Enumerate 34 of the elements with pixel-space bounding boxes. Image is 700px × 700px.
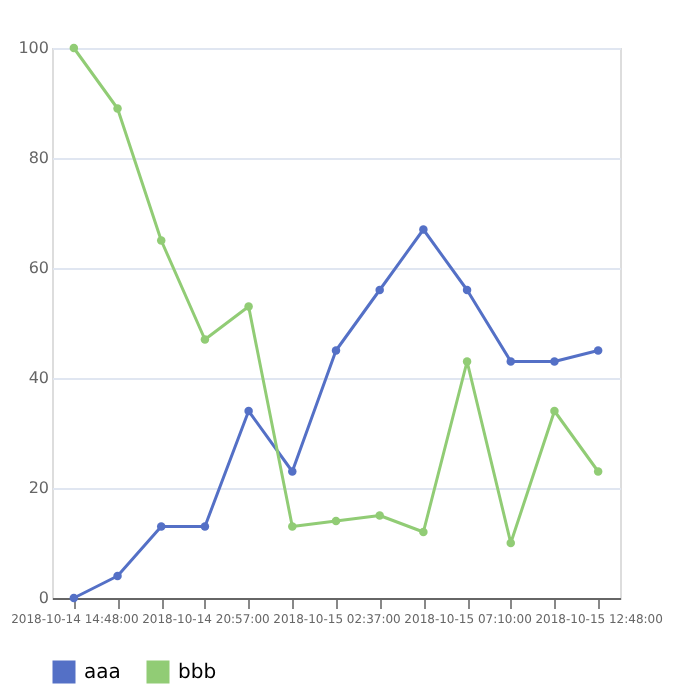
point [593, 467, 603, 476]
y-tick-label: 0 [38, 589, 49, 607]
point [113, 571, 122, 581]
y-tick-label: 40 [28, 369, 49, 387]
point [506, 357, 516, 366]
point [419, 527, 428, 537]
legend-label: aaa [84, 662, 121, 684]
point [550, 357, 559, 366]
point [113, 104, 122, 113]
point [462, 357, 472, 366]
y-tick-label: 100 [18, 39, 49, 57]
point [506, 538, 516, 548]
point [200, 335, 210, 344]
y-tick-label: 80 [28, 149, 49, 167]
point [593, 346, 603, 355]
point [288, 522, 297, 531]
y-tick-label: 60 [28, 259, 49, 277]
point [288, 467, 297, 476]
point [550, 406, 559, 416]
point [200, 522, 210, 531]
point [419, 225, 428, 234]
y-tick-label: 20 [28, 479, 49, 497]
point [156, 236, 166, 245]
point [69, 593, 79, 603]
point [156, 522, 166, 531]
point [331, 346, 341, 355]
point [244, 406, 253, 416]
point [375, 285, 384, 295]
legend-label: bbb [178, 662, 217, 684]
point [69, 43, 79, 53]
point [331, 516, 341, 526]
point [375, 511, 384, 520]
point [462, 285, 472, 295]
point [244, 302, 253, 311]
